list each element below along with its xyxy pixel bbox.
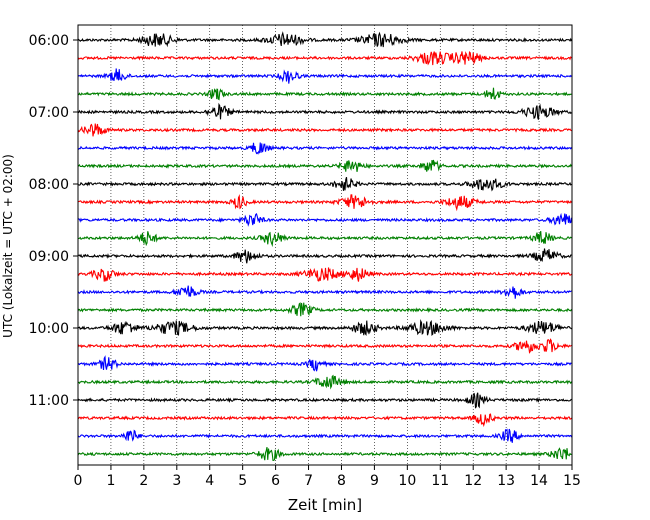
y-tick-label-08:00: 08:00 [29,177,69,193]
x-axis-ticks: 0 1 2 3 4 5 6 7 8 9 10 11 12 13 14 15 [74,465,581,489]
trace-06:00 [77,31,573,48]
y-tick-label-07:00: 07:00 [29,105,69,121]
x-tick-label-11: 11 [431,473,449,489]
trace-07:30 [77,142,572,155]
x-tick-label-2: 2 [139,473,148,489]
x-tick-label-9: 9 [370,473,379,489]
y-axis-ticks: 06:00 07:00 08:00 09:00 10:00 11:00 [29,33,78,409]
trace-11:15 [77,413,572,428]
trace-08:15 [77,194,572,212]
trace-09:15 [77,267,572,282]
y-tick-label-06:00: 06:00 [29,33,69,49]
x-tick-label-1: 1 [106,473,115,489]
trace-08:30 [77,212,573,227]
trace-09:45 [77,302,572,317]
trace-06:15 [77,50,572,66]
trace-10:15 [77,338,572,354]
trace-10:00 [77,319,572,336]
trace-08:00 [77,176,572,192]
x-tick-label-3: 3 [172,473,181,489]
trace-11:00 [77,392,572,409]
x-tick-label-7: 7 [304,473,313,489]
x-tick-label-4: 4 [205,473,214,489]
trace-07:15 [77,123,572,137]
x-tick-label-15: 15 [563,473,581,489]
trace-07:45 [77,159,572,172]
x-tick-label-12: 12 [464,473,482,489]
x-tick-label-6: 6 [271,473,280,489]
trace-07:00 [77,102,572,120]
trace-10:45 [77,374,572,390]
plot-frame [77,24,573,466]
x-axis-label: Zeit [min] [288,496,362,514]
x-tick-label-13: 13 [497,473,515,489]
vertical-gridlines [110,25,540,465]
trace-06:45 [77,87,572,101]
x-tick-label-14: 14 [530,473,548,489]
x-tick-label-10: 10 [398,473,416,489]
y-tick-label-11:00: 11:00 [29,393,69,409]
x-tick-label-8: 8 [337,473,346,489]
trace-09:00 [77,248,572,264]
x-tick-label-0: 0 [74,473,83,489]
x-tick-label-5: 5 [238,473,247,489]
y-axis-label: UTC (Lokalzeit = UTC + 02:00) [1,154,15,338]
trace-06:30 [77,68,572,84]
y-tick-label-10:00: 10:00 [29,321,69,337]
seismic-traces [77,31,573,461]
trace-11:30 [77,428,573,443]
y-tick-label-09:00: 09:00 [29,249,69,265]
trace-10:30 [77,355,572,372]
trace-08:45 [77,231,572,248]
trace-09:30 [77,285,572,299]
trace-11:45 [77,447,572,461]
